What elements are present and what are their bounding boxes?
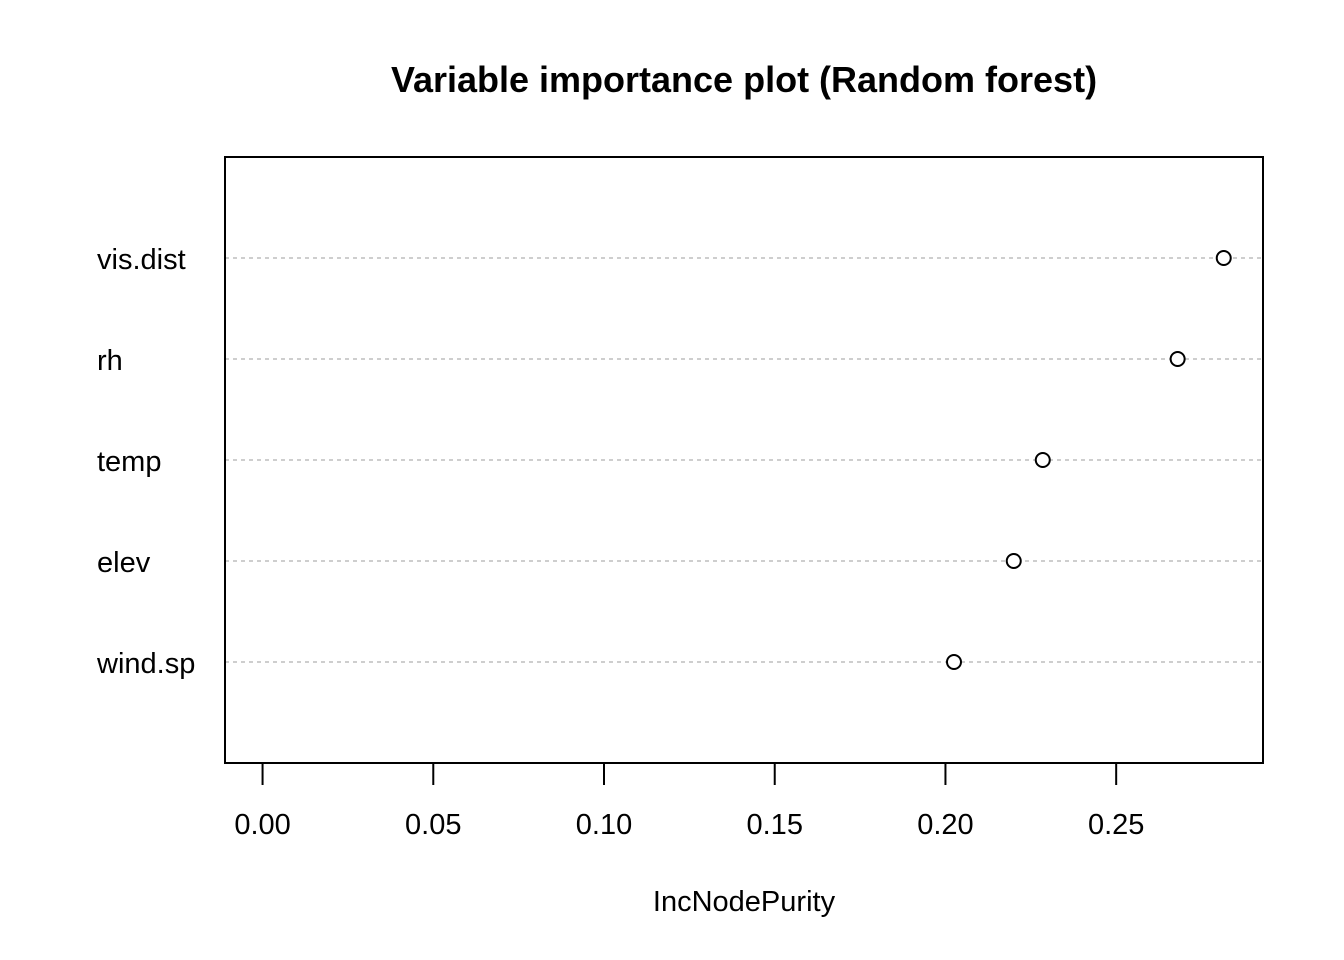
x-axis: 0.00 0.05 0.10 0.15 0.20 0.25 xyxy=(234,762,1144,841)
data-point xyxy=(1169,351,1186,367)
data-point xyxy=(1005,553,1022,569)
category-label: rh xyxy=(97,345,123,377)
category-label: vis.dist xyxy=(97,244,186,276)
category-labels: vis.dist rh temp elev wind.sp xyxy=(96,244,195,680)
x-tick-label: 0.05 xyxy=(405,809,461,841)
data-points xyxy=(945,250,1232,670)
data-point xyxy=(945,654,962,670)
x-axis-label: IncNodePurity xyxy=(653,886,836,918)
x-tick-label: 0.20 xyxy=(917,809,973,841)
x-tick-label: 0.15 xyxy=(747,809,803,841)
data-point xyxy=(1215,250,1232,266)
chart-title: Variable importance plot (Random forest) xyxy=(391,59,1097,100)
x-tick-label: 0.00 xyxy=(234,809,290,841)
category-label: temp xyxy=(97,446,161,478)
data-point xyxy=(1034,452,1051,468)
category-label: elev xyxy=(97,547,151,579)
category-label: wind.sp xyxy=(96,648,195,680)
x-tick-label: 0.25 xyxy=(1088,809,1144,841)
guide-lines xyxy=(225,257,1263,663)
x-tick-label: 0.10 xyxy=(576,809,632,841)
